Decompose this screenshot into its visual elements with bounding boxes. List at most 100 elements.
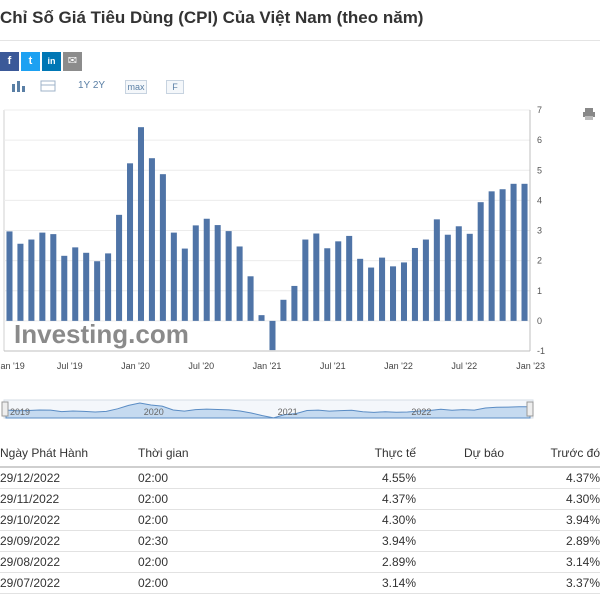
filter-button[interactable]: F	[166, 80, 184, 94]
col-time[interactable]: Thời gian	[138, 440, 343, 468]
table-view-icon[interactable]	[40, 80, 56, 92]
bar[interactable]	[72, 247, 79, 321]
y-tick-label: 6	[537, 135, 542, 145]
bar[interactable]	[83, 252, 90, 321]
col-actual[interactable]: Thực tế	[343, 440, 416, 468]
x-tick-label: Jan '20	[121, 361, 150, 371]
bar[interactable]	[324, 248, 331, 321]
y-tick-label: 1	[537, 286, 542, 296]
bar[interactable]	[390, 266, 397, 321]
bar[interactable]	[137, 127, 144, 321]
max-range-button[interactable]: max	[125, 80, 147, 94]
bar[interactable]	[203, 218, 210, 321]
table-row: 29/10/2022 02:00 4.30% 3.94%	[0, 509, 600, 531]
bar[interactable]	[269, 320, 276, 351]
cell-time: 02:00	[138, 488, 343, 510]
bar[interactable]	[411, 247, 418, 321]
navigator-year-label: 2020	[144, 407, 164, 417]
bar[interactable]	[444, 234, 451, 321]
col-release-date[interactable]: Ngày Phát Hành	[0, 440, 138, 468]
bar[interactable]	[466, 233, 473, 321]
bar[interactable]	[368, 267, 375, 321]
col-previous[interactable]: Trước đó	[504, 440, 600, 468]
cell-actual: 4.30%	[343, 509, 416, 531]
cell-time: 02:00	[138, 572, 343, 594]
chart-navigator[interactable]: 2019 2020 2021 2022	[0, 394, 600, 424]
bar[interactable]	[17, 243, 24, 321]
bar[interactable]	[510, 183, 517, 321]
title-divider	[0, 40, 600, 41]
bar[interactable]	[455, 226, 462, 321]
bar[interactable]	[94, 261, 101, 321]
bar[interactable]	[488, 191, 495, 321]
cell-date: 29/12/2022	[0, 467, 138, 489]
bar[interactable]	[357, 258, 364, 321]
bar[interactable]	[116, 214, 123, 321]
bar[interactable]	[400, 262, 407, 321]
bar-chart-icon[interactable]	[10, 80, 28, 92]
bar[interactable]	[170, 232, 177, 321]
bar[interactable]	[379, 257, 386, 321]
bar[interactable]	[192, 225, 199, 321]
bar[interactable]	[236, 246, 243, 321]
bar[interactable]	[280, 299, 287, 321]
bar[interactable]	[499, 189, 506, 321]
chart-gridlines	[3, 109, 530, 352]
bar[interactable]	[105, 253, 112, 321]
cell-actual: 4.37%	[343, 488, 416, 510]
bar[interactable]	[477, 202, 484, 321]
facebook-share-button[interactable]: f	[0, 52, 19, 71]
navigator-left-handle[interactable]	[1, 401, 9, 417]
bar[interactable]	[346, 235, 353, 321]
bar[interactable]	[291, 285, 298, 321]
bar[interactable]	[181, 248, 188, 321]
cell-date: 29/11/2022	[0, 488, 138, 510]
twitter-share-button[interactable]: t	[21, 52, 40, 71]
bar[interactable]	[521, 183, 528, 321]
print-icon[interactable]	[583, 107, 595, 121]
bar[interactable]	[28, 239, 35, 321]
bar[interactable]	[127, 163, 134, 321]
bar[interactable]	[159, 174, 166, 321]
x-tick-label: Jul '19	[57, 361, 83, 371]
cell-previous: 4.30%	[504, 488, 600, 510]
bar[interactable]	[50, 234, 57, 321]
cell-date: 29/09/2022	[0, 530, 138, 552]
x-tick-label: Jan '22	[384, 361, 413, 371]
table-row: 29/12/2022 02:00 4.55% 4.37%	[0, 467, 600, 489]
cell-time: 02:00	[138, 467, 343, 489]
bar[interactable]	[433, 219, 440, 321]
y-tick-label: 2	[537, 256, 542, 266]
bar[interactable]	[335, 241, 342, 321]
bar[interactable]	[39, 232, 46, 321]
table-row: 29/07/2022 02:00 3.14% 3.37%	[0, 572, 600, 594]
linkedin-share-button[interactable]: in	[42, 52, 61, 71]
table-header-row: Ngày Phát Hành Thời gian Thực tế Dự báo …	[0, 440, 600, 468]
cell-actual: 2.89%	[343, 551, 416, 573]
bar[interactable]	[61, 255, 68, 321]
cell-forecast	[416, 572, 504, 594]
table-row: 29/08/2022 02:00 2.89% 3.14%	[0, 551, 600, 573]
page-title: Chỉ Số Giá Tiêu Dùng (CPI) Của Việt Nam …	[0, 8, 424, 27]
cell-forecast	[416, 488, 504, 510]
cell-forecast	[416, 551, 504, 573]
bar[interactable]	[258, 315, 265, 321]
bar[interactable]	[247, 276, 254, 321]
range-selector[interactable]: 1Y 2Y	[78, 80, 106, 91]
cell-time: 02:00	[138, 509, 343, 531]
cell-forecast	[416, 467, 504, 489]
bar[interactable]	[302, 239, 309, 321]
cell-actual: 4.55%	[343, 467, 416, 489]
bar[interactable]	[6, 231, 13, 321]
x-tick-label: Jan '23	[516, 361, 545, 371]
cell-previous: 4.37%	[504, 467, 600, 489]
navigator-right-handle[interactable]	[526, 401, 534, 417]
email-share-button[interactable]: ✉	[63, 52, 82, 71]
col-forecast[interactable]: Dự báo	[416, 440, 504, 468]
bar[interactable]	[214, 225, 221, 321]
bar[interactable]	[422, 239, 429, 321]
bar[interactable]	[148, 158, 155, 321]
x-tick-label: Jul '21	[320, 361, 346, 371]
bar[interactable]	[313, 233, 320, 321]
bar[interactable]	[225, 231, 232, 321]
